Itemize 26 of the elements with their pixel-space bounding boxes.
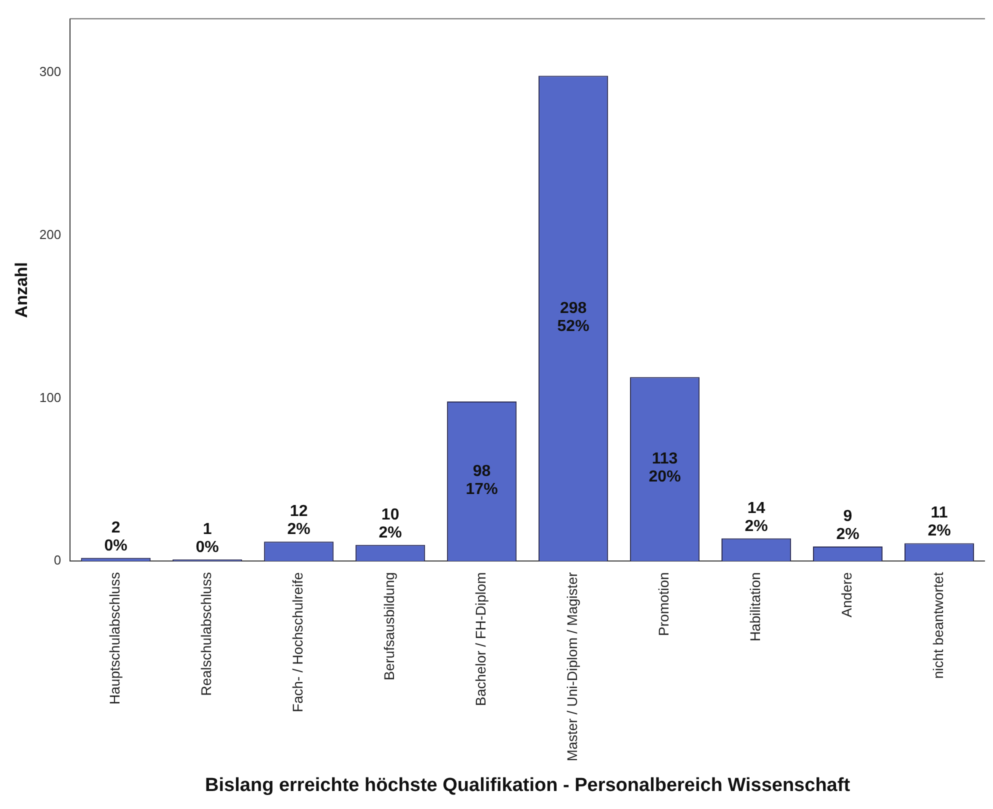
x-axis-title: Bislang erreichte höchste Qualifikation - Personalbereich Wissenschaft bbox=[205, 774, 851, 796]
y-axis-title: Anzahl bbox=[12, 262, 31, 318]
x-tick-label: Master / Uni-Diplom / Magister bbox=[564, 572, 580, 762]
data-label: 10 2% bbox=[378, 506, 402, 542]
x-tick-label: nicht beantwortet bbox=[930, 572, 946, 679]
x-tick-label: Hauptschulabschluss bbox=[106, 572, 123, 704]
x-tick-label: Berufsausbildung bbox=[381, 572, 398, 680]
y-tick-label: 300 bbox=[39, 64, 62, 80]
x-tick-label: Andere bbox=[838, 572, 855, 618]
data-label: 1 0% bbox=[196, 520, 219, 556]
data-label: 113 20% bbox=[648, 450, 681, 486]
x-tick-label: Habilitation bbox=[747, 572, 764, 642]
x-tick-label: Promotion bbox=[656, 572, 672, 636]
data-label: 14 2% bbox=[744, 500, 768, 535]
y-tick-label: 200 bbox=[39, 226, 62, 242]
y-tick-label: 0 bbox=[54, 552, 62, 568]
x-tick-label: Realschulabschluss bbox=[198, 572, 214, 696]
data-label: 9 2% bbox=[836, 508, 860, 543]
data-label: 11 2% bbox=[928, 504, 951, 540]
x-tick-label: Fach- / Hochschulreife bbox=[290, 572, 306, 712]
data-label: 298 52% bbox=[557, 300, 590, 335]
x-tick-label: Bachelor / FH-Diplom bbox=[472, 572, 489, 706]
y-tick-label: 100 bbox=[39, 390, 62, 405]
data-label: 12 2% bbox=[287, 503, 310, 538]
data-label: 98 17% bbox=[466, 462, 498, 498]
data-label: 2 0% bbox=[104, 519, 128, 554]
